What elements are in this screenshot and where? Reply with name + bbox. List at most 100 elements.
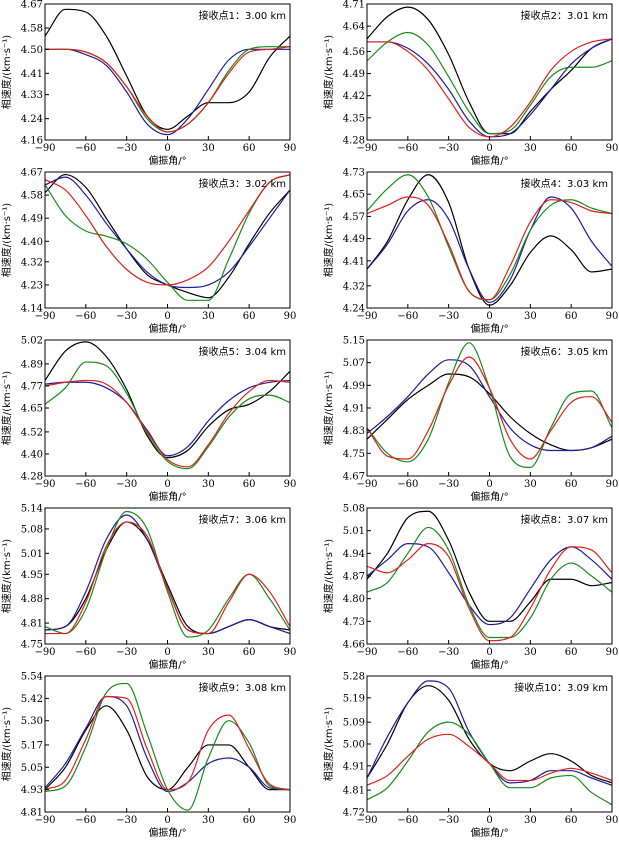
series-group: [45, 173, 290, 301]
x-tick-label: 60: [243, 815, 256, 826]
series-group: [45, 8, 290, 136]
x-axis-label: 偏振角/°: [148, 322, 186, 335]
y-axis-label: 相速度/(km·s⁻¹): [322, 35, 335, 109]
x-tick-label: −90: [34, 143, 55, 154]
x-tick-label: 90: [606, 311, 619, 322]
y-axis-label: 相速度/(km·s⁻¹): [0, 707, 13, 781]
plot-frame: [366, 507, 613, 645]
series-group: [45, 341, 290, 470]
y-tick-label: 4.58: [21, 191, 43, 202]
x-tick-label: −30: [438, 479, 459, 490]
y-tick-label: 4.93: [21, 785, 43, 796]
x-tick-label: −60: [75, 143, 96, 154]
y-tick-label: 4.41: [21, 69, 43, 80]
x-tick-label: −90: [356, 647, 377, 658]
series-line-black: [367, 174, 612, 306]
receiver-label: 接收点9：3.08 km: [199, 681, 286, 694]
y-tick-label: 5.07: [343, 358, 365, 369]
chart-panel-4: −90 −60 −30 0 30 60 90 4.24 4.32 4.41 4.49 4.57 4.65…: [322, 168, 618, 336]
y-axis-label: 相速度/(km·s⁻¹): [0, 539, 13, 613]
y-tick-label: 4.50: [21, 45, 43, 56]
plot-frame: [366, 339, 613, 477]
x-tick-label: 0: [486, 479, 492, 490]
x-tick-label: −90: [34, 647, 55, 658]
y-tick-label: 5.28: [343, 672, 365, 683]
y-tick-label: 5.05: [21, 763, 43, 774]
y-axis-label: 相速度/(km·s⁻¹): [0, 203, 13, 277]
x-tick-label: 0: [164, 815, 170, 826]
series-line-red: [45, 379, 290, 468]
series-line-black: [367, 510, 612, 622]
x-axis-label: 偏振角/°: [470, 490, 508, 503]
y-tick-label: 4.32: [343, 281, 365, 292]
series-line-green: [367, 31, 612, 135]
x-axis-label: 偏振角/°: [148, 658, 186, 671]
x-tick-label: −90: [34, 479, 55, 490]
y-tick-label: 5.02: [21, 336, 43, 347]
y-tick-label: 5.08: [21, 524, 43, 535]
y-tick-label: 5.19: [343, 693, 365, 704]
x-tick-label: −90: [356, 311, 377, 322]
x-tick-label: 30: [202, 311, 215, 322]
x-tick-label: 90: [606, 479, 619, 490]
y-tick-label: 5.09: [343, 718, 365, 729]
chart-panel-2: −90 −60 −30 0 30 60 90 4.28 4.35 4.42 4.49 4.56 4.64…: [322, 0, 618, 167]
series-line-green: [367, 174, 612, 301]
x-tick-label: 60: [565, 479, 578, 490]
x-tick-label: 30: [202, 815, 215, 826]
x-tick-label: 0: [486, 311, 492, 322]
series-line-red: [367, 356, 612, 460]
x-tick-label: −90: [356, 143, 377, 154]
series-line-black: [367, 373, 612, 452]
y-tick-label: 4.81: [21, 808, 43, 819]
series-line-blue: [367, 359, 612, 452]
y-tick-label: 4.33: [21, 90, 43, 101]
x-tick-label: 90: [606, 647, 619, 658]
series-line-green: [45, 361, 290, 470]
series-line-red: [367, 196, 612, 301]
y-tick-label: 4.81: [21, 619, 43, 630]
series-line-black: [45, 341, 290, 459]
receiver-label: 接收点5：3.04 km: [199, 345, 286, 358]
y-tick-label: 4.65: [21, 404, 43, 415]
series-line-red: [367, 38, 612, 138]
chart-panel-6: −90 −60 −30 0 30 60 90 4.67 4.75 4.83 4.91 4.99 5.07…: [322, 336, 618, 504]
x-tick-label: −30: [438, 647, 459, 658]
x-tick-label: 30: [202, 647, 215, 658]
series-group: [45, 682, 290, 811]
series-group: [367, 6, 612, 138]
y-axis-label: 相速度/(km·s⁻¹): [322, 203, 335, 277]
chart-panel-1: −90 −60 −30 0 30 60 90 4.16 4.24 4.33 4.41 4.50 4.58…: [0, 0, 296, 167]
receiver-label: 接收点8：3.07 km: [521, 513, 608, 526]
y-tick-label: 4.94: [343, 549, 365, 560]
x-tick-label: −30: [438, 143, 459, 154]
x-tick-label: 30: [524, 647, 537, 658]
x-tick-label: 0: [486, 143, 492, 154]
series-line-red: [367, 543, 612, 642]
y-tick-label: 4.87: [343, 572, 365, 583]
chart-panel-10: −90 −60 −30 0 30 60 90 4.72 4.81 4.91 5.00 5.09 5.19…: [322, 672, 618, 840]
receiver-label: 接收点6：3.05 km: [521, 345, 608, 358]
series-group: [45, 510, 290, 638]
series-line-black: [367, 6, 612, 135]
series-line-black: [45, 173, 290, 299]
y-tick-label: 4.77: [21, 381, 43, 392]
x-tick-label: −30: [116, 143, 137, 154]
y-tick-label: 4.65: [343, 190, 365, 201]
y-tick-label: 4.49: [343, 69, 365, 80]
x-tick-label: 60: [243, 311, 256, 322]
x-tick-label: 30: [524, 143, 537, 154]
x-tick-label: 60: [243, 647, 256, 658]
x-tick-label: 0: [164, 479, 170, 490]
x-tick-label: −60: [75, 311, 96, 322]
y-tick-label: 4.24: [21, 114, 43, 125]
y-tick-label: 4.89: [21, 359, 43, 370]
y-tick-label: 4.35: [343, 113, 365, 124]
y-tick-label: 4.56: [343, 47, 365, 58]
series-line-green: [45, 46, 290, 133]
y-tick-label: 5.15: [343, 336, 365, 347]
x-tick-label: 30: [524, 815, 537, 826]
plot-frame: [44, 3, 291, 141]
y-tick-label: 4.49: [343, 234, 365, 245]
